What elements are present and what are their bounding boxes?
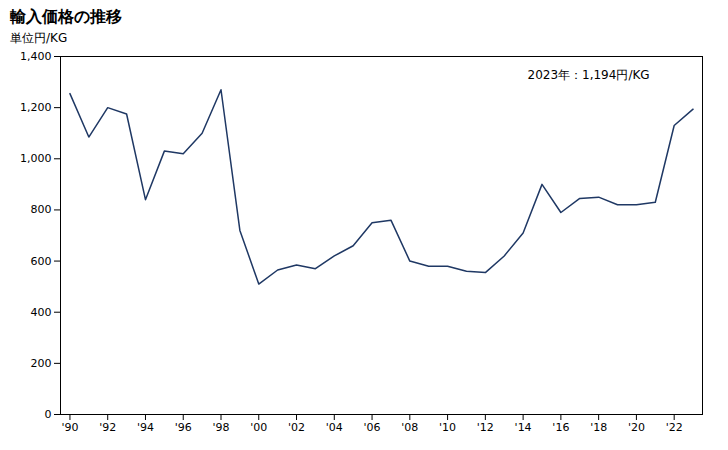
svg-text:800: 800 xyxy=(31,203,52,216)
svg-text:'08: '08 xyxy=(401,421,418,434)
svg-text:'90: '90 xyxy=(61,421,78,434)
svg-text:'94: '94 xyxy=(137,421,154,434)
svg-text:'16: '16 xyxy=(552,421,569,434)
svg-text:'22: '22 xyxy=(666,421,683,434)
svg-text:1,400: 1,400 xyxy=(20,50,52,63)
svg-text:'02: '02 xyxy=(288,421,305,434)
svg-text:400: 400 xyxy=(31,306,52,319)
svg-text:200: 200 xyxy=(31,357,52,370)
svg-text:'96: '96 xyxy=(175,421,192,434)
svg-text:0: 0 xyxy=(45,408,52,421)
svg-text:1,000: 1,000 xyxy=(20,152,52,165)
svg-text:'92: '92 xyxy=(99,421,116,434)
svg-text:'20: '20 xyxy=(628,421,645,434)
html-text:単位円/KG: 単位円/KG xyxy=(10,31,68,45)
svg-text:'14: '14 xyxy=(515,421,532,434)
svg-text:'10: '10 xyxy=(439,421,456,434)
svg-text:'18: '18 xyxy=(590,421,607,434)
html-text:輸入価格の推移: 輸入価格の推移 xyxy=(10,7,122,26)
svg-text:600: 600 xyxy=(31,255,52,268)
svg-text:1,200: 1,200 xyxy=(20,101,52,114)
svg-text:2023年：1,194円/KG: 2023年：1,194円/KG xyxy=(528,68,650,82)
svg-text:'00: '00 xyxy=(250,421,267,434)
svg-text:'04: '04 xyxy=(326,421,343,434)
svg-text:'98: '98 xyxy=(212,421,229,434)
svg-text:'12: '12 xyxy=(477,421,494,434)
svg-text:'06: '06 xyxy=(364,421,381,434)
